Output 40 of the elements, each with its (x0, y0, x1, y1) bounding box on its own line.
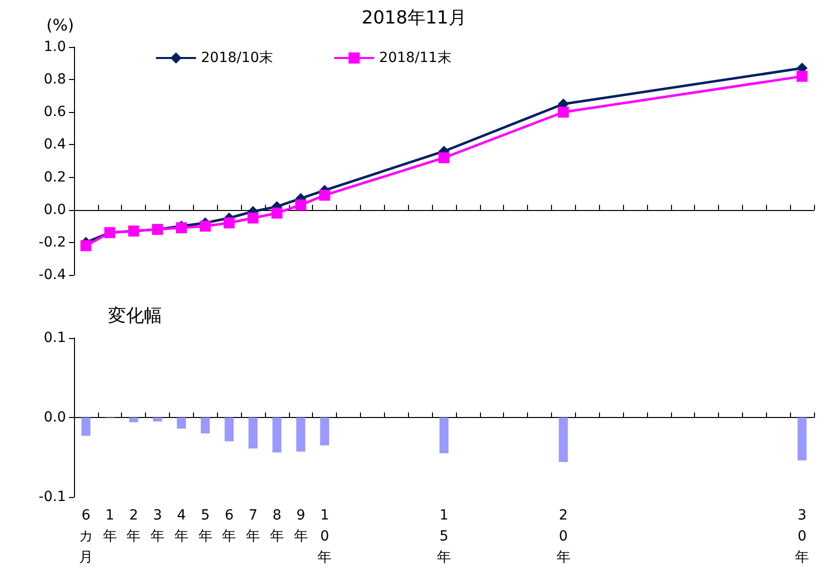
y-tick-label: 0.4 (44, 136, 66, 153)
x-tick-label: 15年 (437, 508, 451, 566)
y-tick-label: -0.1 (38, 489, 66, 505)
legend-label: 2018/11末 (379, 50, 452, 66)
point (796, 70, 808, 82)
x-tick-label: 6年 (222, 508, 236, 544)
x-tick-label: 2年 (126, 508, 141, 544)
y-axis-title: (%) (46, 16, 74, 34)
point (271, 208, 282, 219)
y-tick-label: 0.2 (44, 169, 66, 186)
y-tick-label: 1.0 (44, 39, 66, 55)
y-tick-label: 0.1 (44, 330, 66, 346)
x-tick-label: 7年 (246, 508, 260, 544)
x-tick-label: 1年 (102, 508, 117, 544)
point (248, 212, 259, 224)
y-tick-label: 0.0 (44, 202, 66, 218)
y-tick-label: 0.0 (44, 410, 66, 426)
x-tick-label: 8年 (270, 508, 284, 544)
legend-label: 2018/10末 (201, 50, 274, 66)
y-tick-label: 0.6 (44, 104, 66, 120)
x-tick-label: 4年 (174, 508, 188, 544)
chart-title: 変化幅 (108, 306, 162, 326)
y-tick-label: -0.4 (38, 267, 66, 283)
chart-title: 2018年11月 (362, 8, 466, 28)
x-tick-label: 10年 (318, 508, 332, 566)
x-tick-label: 6カ月 (78, 508, 93, 566)
y-tick-label: 0.8 (44, 72, 66, 88)
x-tick-label: 20年 (556, 508, 570, 566)
y-tick-label: -0.2 (38, 234, 66, 250)
point (319, 190, 330, 201)
point (438, 152, 450, 164)
point (295, 199, 306, 210)
point (558, 106, 569, 118)
point (200, 220, 211, 232)
x-tick-label: 5年 (198, 508, 212, 544)
x-tick-label: 9年 (294, 508, 308, 544)
x-tick-label: 3年 (150, 508, 165, 544)
x-tick-label: 30年 (795, 508, 810, 566)
point (224, 217, 235, 228)
point (80, 240, 92, 252)
